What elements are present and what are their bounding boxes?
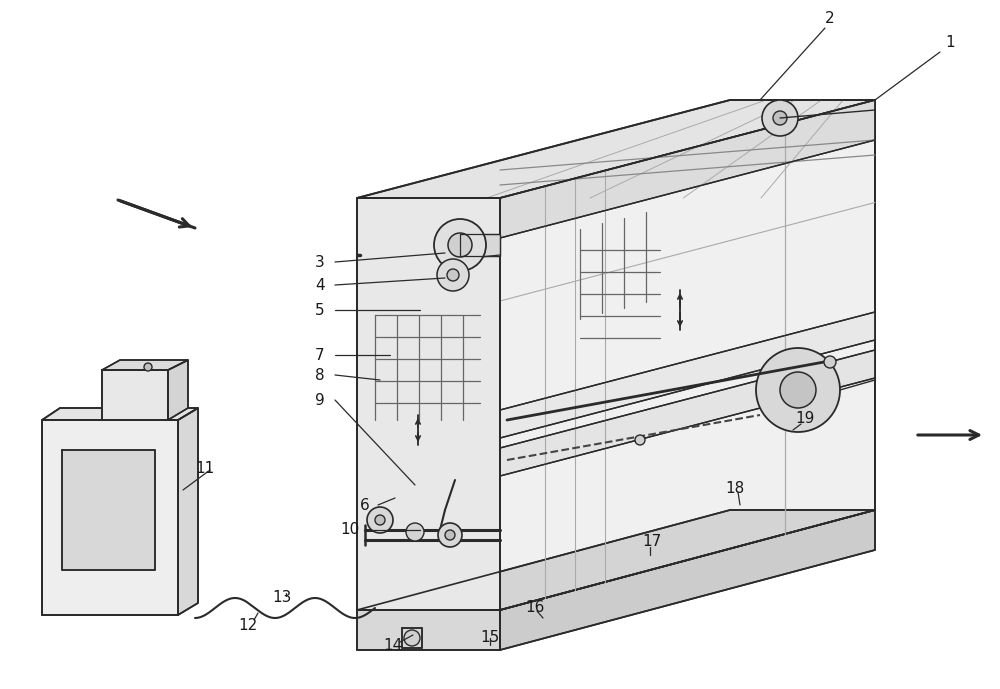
Text: 15: 15 xyxy=(480,630,500,644)
Text: 1: 1 xyxy=(945,34,955,50)
Polygon shape xyxy=(357,510,875,610)
Polygon shape xyxy=(42,408,198,420)
Text: 7: 7 xyxy=(315,347,325,362)
Circle shape xyxy=(375,515,385,525)
Text: 12: 12 xyxy=(238,617,258,633)
Circle shape xyxy=(144,363,152,371)
Polygon shape xyxy=(460,234,500,256)
Circle shape xyxy=(447,269,459,281)
Text: 9: 9 xyxy=(315,393,325,407)
Polygon shape xyxy=(62,450,155,570)
Circle shape xyxy=(448,233,472,257)
Circle shape xyxy=(404,630,420,646)
Circle shape xyxy=(773,111,787,125)
Polygon shape xyxy=(500,350,875,476)
Circle shape xyxy=(367,507,393,533)
Circle shape xyxy=(635,435,645,445)
Text: 17: 17 xyxy=(642,535,662,550)
Polygon shape xyxy=(102,360,188,370)
Circle shape xyxy=(780,372,816,408)
Polygon shape xyxy=(500,100,875,610)
Circle shape xyxy=(406,523,424,541)
Polygon shape xyxy=(168,360,188,420)
Text: 8: 8 xyxy=(315,367,325,382)
Polygon shape xyxy=(500,100,875,238)
Polygon shape xyxy=(42,420,178,615)
Text: 10: 10 xyxy=(340,522,360,537)
Text: 18: 18 xyxy=(725,480,745,495)
Circle shape xyxy=(445,530,455,540)
Circle shape xyxy=(824,356,836,368)
Polygon shape xyxy=(178,408,198,615)
Circle shape xyxy=(762,100,798,136)
Text: 14: 14 xyxy=(383,637,403,652)
Text: 2: 2 xyxy=(825,10,835,25)
Text: 5: 5 xyxy=(315,302,325,318)
Polygon shape xyxy=(357,100,875,198)
Text: 3: 3 xyxy=(315,254,325,269)
Circle shape xyxy=(434,219,486,271)
Polygon shape xyxy=(500,312,875,438)
Polygon shape xyxy=(500,510,875,650)
Polygon shape xyxy=(357,610,500,650)
Circle shape xyxy=(756,348,840,432)
Text: 16: 16 xyxy=(525,601,545,615)
Text: 11: 11 xyxy=(195,460,215,475)
Text: 19: 19 xyxy=(795,411,815,426)
Text: 6: 6 xyxy=(360,497,370,513)
Circle shape xyxy=(438,523,462,547)
Text: 4: 4 xyxy=(315,278,325,293)
Text: 13: 13 xyxy=(272,590,292,606)
Polygon shape xyxy=(102,370,168,420)
Polygon shape xyxy=(402,628,422,648)
Polygon shape xyxy=(357,198,500,610)
Circle shape xyxy=(437,259,469,291)
